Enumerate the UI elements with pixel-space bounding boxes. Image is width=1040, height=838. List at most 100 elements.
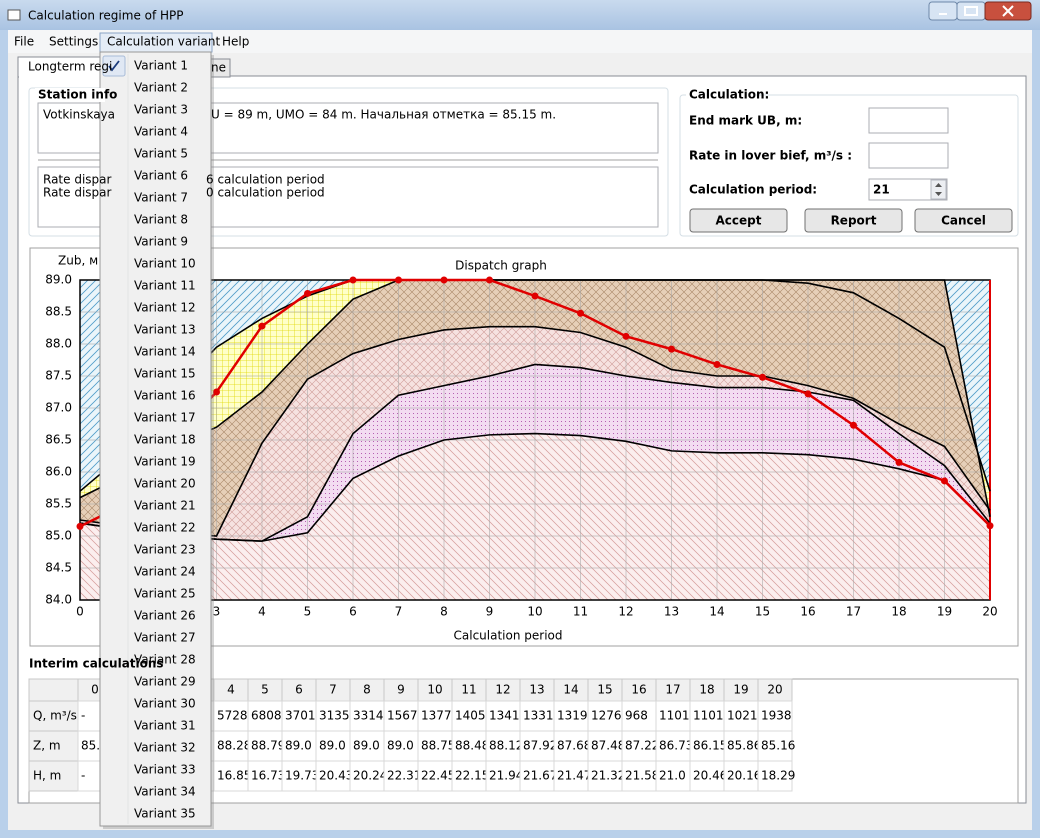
table-cell — [485, 730, 521, 762]
tab-label[interactable]: ne — [211, 61, 226, 75]
x-tick-label: 6 — [349, 605, 357, 619]
dropdown-item[interactable]: Variant 15 — [134, 367, 196, 381]
chart-title: Dispatch graph — [455, 259, 547, 273]
y-tick-label: 86.0 — [45, 465, 72, 479]
table-cell — [757, 730, 793, 762]
dropdown-item[interactable]: Variant 2 — [134, 81, 188, 95]
cell-value: 1405 — [455, 709, 486, 723]
group-title: Station info — [38, 88, 117, 102]
dropdown-item[interactable]: Variant 5 — [134, 147, 188, 161]
table-cell — [213, 730, 249, 762]
y-axis-label: Zub, м — [58, 254, 98, 268]
period-spinbox[interactable] — [868, 178, 948, 201]
x-tick-label: 20 — [982, 605, 997, 619]
dropdown-item[interactable]: Variant 20 — [134, 477, 196, 491]
series-marker — [577, 309, 584, 317]
dropdown-item[interactable]: Variant 30 — [134, 697, 196, 711]
series-marker — [304, 289, 311, 297]
dropdown-item[interactable]: Variant 12 — [134, 301, 196, 315]
minimize-button[interactable] — [928, 1, 958, 21]
menu-item[interactable]: Calculation variant — [107, 35, 220, 49]
x-tick-label: 0 — [76, 605, 84, 619]
column-header: 19 — [733, 683, 748, 697]
column-header: 8 — [363, 683, 371, 697]
maximize-button[interactable] — [956, 1, 986, 21]
cell-value: 18.29 — [761, 769, 795, 783]
dropdown-item[interactable]: Variant 34 — [134, 785, 196, 799]
rate-text: Rate dispar — [43, 173, 112, 187]
dropdown-item[interactable]: Variant 11 — [134, 279, 196, 293]
tab-label[interactable]: Longterm regi — [28, 60, 112, 74]
dropdown-item[interactable]: Variant 10 — [134, 257, 196, 271]
dropdown-item[interactable]: Variant 23 — [134, 543, 196, 557]
cell-value: 87.22 — [625, 739, 659, 753]
rate-input[interactable] — [868, 142, 949, 169]
cell-value: 1319 — [557, 709, 588, 723]
period-value[interactable]: 21 — [873, 183, 890, 197]
dropdown-item[interactable]: Variant 33 — [134, 763, 196, 777]
x-tick-label: 15 — [755, 605, 770, 619]
dropdown-item[interactable]: Variant 18 — [134, 433, 196, 447]
dropdown-item[interactable]: Variant 8 — [134, 213, 188, 227]
dropdown-item[interactable]: Variant 19 — [134, 455, 196, 469]
series-marker — [258, 322, 266, 330]
table-cell — [315, 760, 351, 792]
button[interactable] — [804, 208, 903, 233]
cell-value: 22.31 — [387, 769, 421, 783]
dropdown-item[interactable]: Variant 28 — [134, 653, 196, 667]
x-tick-label: 9 — [486, 605, 494, 619]
menu-bar — [8, 30, 1032, 53]
dropdown-item[interactable]: Variant 24 — [134, 565, 196, 579]
series-marker — [349, 276, 357, 284]
dropdown-item[interactable]: Variant 14 — [134, 345, 196, 359]
dropdown-item[interactable]: Variant 21 — [134, 499, 196, 513]
dropdown-item[interactable]: Variant 3 — [134, 103, 188, 117]
cell-value: - — [81, 769, 85, 783]
rate-text: 6 calculation period — [206, 173, 325, 187]
button-label[interactable]: Report — [831, 214, 877, 228]
end-mark-input[interactable] — [868, 107, 949, 134]
dropdown-item[interactable]: Variant 25 — [134, 587, 196, 601]
dropdown-item[interactable]: Variant 1 — [134, 59, 188, 73]
dropdown-item[interactable]: Variant 6 — [134, 169, 188, 183]
menu-item[interactable]: Help — [222, 35, 249, 49]
dropdown-item[interactable]: Variant 4 — [134, 125, 188, 139]
dropdown-item[interactable]: Variant 27 — [134, 631, 196, 645]
menu-item[interactable]: Settings — [49, 35, 98, 49]
field-label: Calculation period: — [689, 183, 817, 197]
series-line — [79, 279, 991, 517]
dropdown-item[interactable]: Variant 13 — [134, 323, 196, 337]
series-marker — [986, 522, 994, 530]
table-cell — [247, 700, 283, 732]
x-tick-label: 11 — [573, 605, 588, 619]
cell-value: - — [81, 709, 85, 723]
dropdown-item[interactable]: Variant 9 — [134, 235, 188, 249]
y-tick-label: 85.0 — [45, 529, 72, 543]
series-line — [79, 325, 991, 537]
button-label[interactable]: Cancel — [941, 214, 986, 228]
x-tick-label: 14 — [709, 605, 724, 619]
dropdown-item[interactable]: Variant 7 — [134, 191, 188, 205]
dropdown-item[interactable]: Variant 29 — [134, 675, 196, 689]
button[interactable] — [914, 208, 1013, 233]
table-cell — [247, 760, 283, 792]
dropdown-item[interactable]: Variant 35 — [134, 807, 196, 821]
cell-value: 19.73 — [285, 769, 319, 783]
menu-item[interactable]: File — [14, 35, 34, 49]
series-marker — [213, 388, 220, 396]
dropdown-item[interactable]: Variant 26 — [134, 609, 196, 623]
dropdown-item[interactable]: Variant 17 — [134, 411, 196, 425]
dropdown-item[interactable]: Variant 32 — [134, 741, 196, 755]
dropdown-item[interactable]: Variant 31 — [134, 719, 196, 733]
rate-text: Rate dispar — [43, 186, 112, 200]
cell-value: 20.43 — [319, 769, 353, 783]
button-label[interactable]: Accept — [716, 214, 762, 228]
dropdown-item[interactable]: Variant 22 — [134, 521, 196, 535]
cell-value: 21.0 — [659, 769, 686, 783]
spin-buttons[interactable] — [930, 179, 947, 200]
dropdown-item[interactable]: Variant 16 — [134, 389, 196, 403]
row-header: Z, m — [33, 739, 61, 753]
y-tick-label: 85.5 — [45, 497, 72, 511]
button[interactable] — [689, 208, 788, 233]
